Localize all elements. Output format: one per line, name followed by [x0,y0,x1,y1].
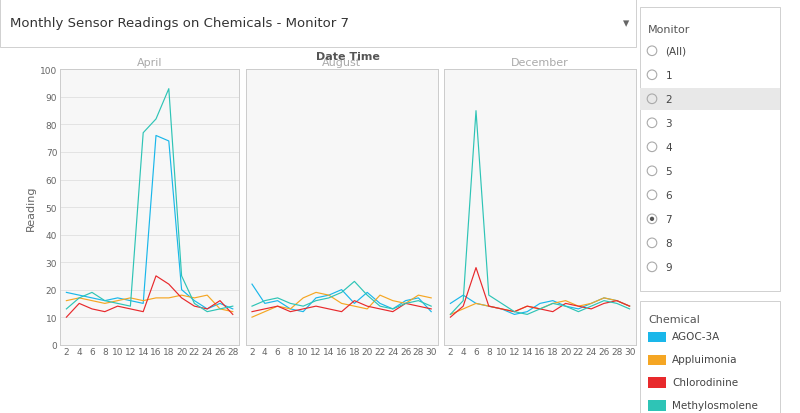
Text: Monthly Sensor Readings on Chemicals - Monitor 7: Monthly Sensor Readings on Chemicals - M… [10,17,349,30]
Text: 6: 6 [666,190,672,200]
Text: 5: 5 [666,166,672,176]
Text: Methylosmolene: Methylosmolene [672,400,758,410]
Text: AGOC-3A: AGOC-3A [672,332,720,342]
Text: Appluimonia: Appluimonia [672,354,738,364]
Text: Date Time: Date Time [316,52,380,62]
Text: 4: 4 [666,142,672,152]
Text: 7: 7 [666,214,672,224]
Text: Chlorodinine: Chlorodinine [672,377,738,387]
Y-axis label: Reading: Reading [26,185,36,230]
Text: Chemical: Chemical [648,314,700,324]
Title: April: April [137,58,162,68]
Text: 1: 1 [666,71,672,81]
Title: August: August [322,58,361,68]
Text: Monitor: Monitor [648,25,690,35]
Text: 8: 8 [666,238,672,248]
Text: ▾: ▾ [623,17,630,30]
Text: 3: 3 [666,119,672,128]
Text: 9: 9 [666,262,672,272]
Title: December: December [511,58,569,68]
Text: (All): (All) [666,47,686,57]
Text: 2: 2 [666,95,672,104]
